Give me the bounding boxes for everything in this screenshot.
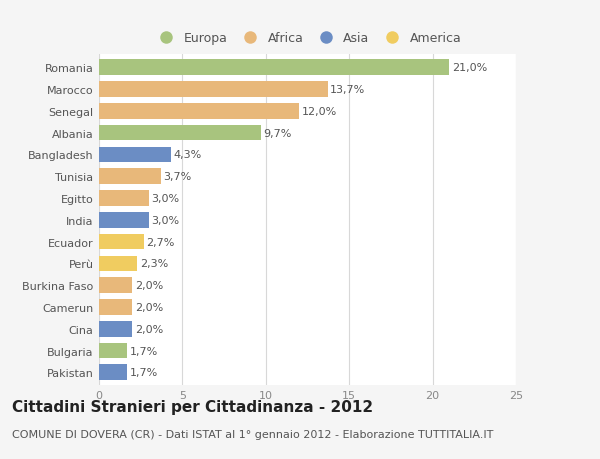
Bar <box>99 104 299 119</box>
Bar <box>99 234 144 250</box>
Text: 3,0%: 3,0% <box>152 194 179 204</box>
Text: 2,0%: 2,0% <box>135 324 163 334</box>
Text: 12,0%: 12,0% <box>302 106 337 117</box>
Bar <box>99 321 133 337</box>
Text: COMUNE DI DOVERA (CR) - Dati ISTAT al 1° gennaio 2012 - Elaborazione TUTTITALIA.: COMUNE DI DOVERA (CR) - Dati ISTAT al 1°… <box>12 429 493 439</box>
Bar <box>99 213 149 228</box>
Bar <box>99 299 133 315</box>
Text: 2,0%: 2,0% <box>135 280 163 291</box>
Bar <box>99 60 449 76</box>
Text: 9,7%: 9,7% <box>263 129 292 138</box>
Bar <box>99 125 261 141</box>
Text: 13,7%: 13,7% <box>330 85 365 95</box>
Bar <box>99 278 133 293</box>
Text: 3,0%: 3,0% <box>152 215 179 225</box>
Bar <box>99 147 171 163</box>
Bar <box>99 343 127 358</box>
Text: 3,7%: 3,7% <box>163 172 191 182</box>
Text: Cittadini Stranieri per Cittadinanza - 2012: Cittadini Stranieri per Cittadinanza - 2… <box>12 399 373 414</box>
Bar <box>99 256 137 272</box>
Text: 2,7%: 2,7% <box>146 237 175 247</box>
Text: 4,3%: 4,3% <box>173 150 202 160</box>
Text: 2,3%: 2,3% <box>140 259 168 269</box>
Bar <box>99 365 127 381</box>
Legend: Europa, Africa, Asia, America: Europa, Africa, Asia, America <box>150 28 465 49</box>
Text: 1,7%: 1,7% <box>130 368 158 377</box>
Bar <box>99 191 149 207</box>
Bar <box>99 82 328 98</box>
Text: 2,0%: 2,0% <box>135 302 163 312</box>
Text: 1,7%: 1,7% <box>130 346 158 356</box>
Bar <box>99 169 161 185</box>
Text: 21,0%: 21,0% <box>452 63 487 73</box>
